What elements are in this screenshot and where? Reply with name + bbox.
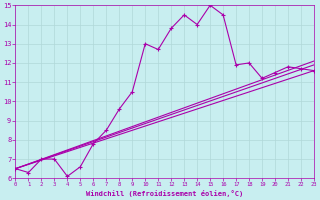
X-axis label: Windchill (Refroidissement éolien,°C): Windchill (Refroidissement éolien,°C) [86,190,243,197]
